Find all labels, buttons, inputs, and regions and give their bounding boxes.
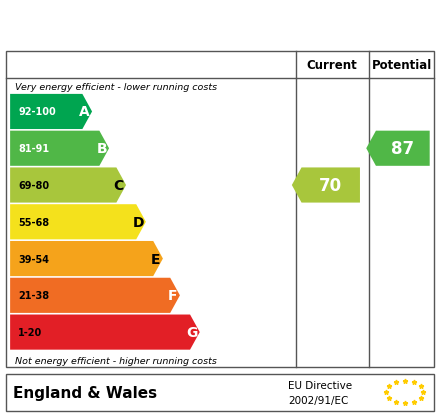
Polygon shape — [366, 131, 430, 166]
Text: Not energy efficient - higher running costs: Not energy efficient - higher running co… — [15, 356, 216, 365]
Polygon shape — [10, 315, 200, 350]
Text: Current: Current — [307, 59, 358, 72]
Text: A: A — [79, 105, 90, 119]
Text: C: C — [114, 178, 124, 192]
Polygon shape — [10, 168, 126, 203]
Text: Energy Efficiency Rating: Energy Efficiency Rating — [11, 14, 299, 34]
Text: 39-54: 39-54 — [18, 254, 49, 264]
Text: F: F — [168, 289, 177, 303]
Text: 2002/91/EC: 2002/91/EC — [288, 395, 348, 405]
Polygon shape — [10, 205, 146, 240]
Text: 81-91: 81-91 — [18, 144, 49, 154]
Bar — [6, 374, 434, 411]
Text: England & Wales: England & Wales — [13, 385, 158, 400]
Polygon shape — [10, 278, 180, 313]
Polygon shape — [10, 95, 92, 130]
Text: Potential: Potential — [371, 59, 432, 72]
Text: E: E — [150, 252, 160, 266]
Text: 21-38: 21-38 — [18, 291, 49, 301]
Text: EU Directive: EU Directive — [288, 380, 352, 390]
Text: B: B — [96, 142, 107, 156]
Polygon shape — [292, 168, 360, 203]
Polygon shape — [10, 131, 109, 166]
Text: 92-100: 92-100 — [18, 107, 56, 117]
Text: 87: 87 — [391, 140, 414, 158]
Text: Very energy efficient - lower running costs: Very energy efficient - lower running co… — [15, 83, 216, 92]
Text: G: G — [187, 325, 198, 339]
Text: 69-80: 69-80 — [18, 180, 49, 190]
Text: 1-20: 1-20 — [18, 327, 42, 337]
Text: 55-68: 55-68 — [18, 217, 49, 227]
Polygon shape — [10, 241, 163, 276]
Text: D: D — [133, 215, 144, 229]
Text: 70: 70 — [319, 177, 342, 195]
